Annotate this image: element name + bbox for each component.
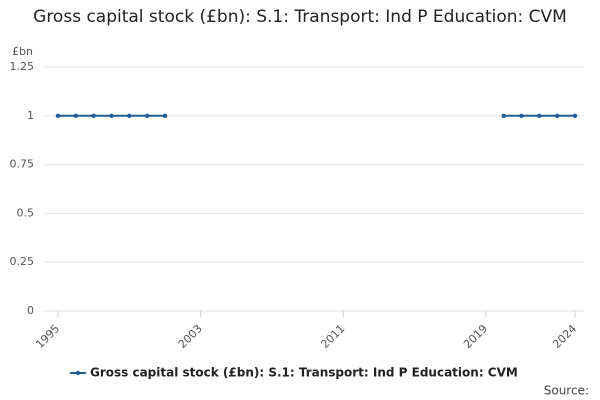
y-tick-label: 0.75 [10, 158, 35, 171]
point [91, 113, 96, 119]
y-tick-label: 0.25 [10, 255, 35, 268]
point [554, 113, 560, 119]
point [144, 113, 150, 119]
legend-label: Gross capital stock (£bn): S.1: Transpor… [90, 366, 518, 380]
y-tick-label: 0 [27, 304, 34, 317]
x-tick-label: 2019 [461, 322, 490, 351]
chart-title: Gross capital stock (£bn): S.1: Transpor… [33, 7, 567, 27]
point [127, 113, 132, 119]
y-tick-label: 1.25 [10, 60, 35, 73]
point [162, 113, 168, 119]
x-tick-label: 1995 [33, 322, 62, 351]
y-tick-label: 0.5 [17, 206, 35, 219]
x-tick-label: 2024 [550, 322, 579, 351]
y-axis-label: £bn [12, 45, 33, 58]
x-tick-label: 2003 [176, 322, 205, 351]
x-tick-label: 2011 [318, 322, 347, 351]
point [537, 113, 542, 119]
legend-marker [75, 370, 81, 376]
point [109, 113, 114, 119]
y-tick-label: 1 [27, 109, 34, 122]
point [501, 113, 506, 119]
point [572, 113, 578, 119]
point [519, 113, 524, 119]
point [73, 113, 79, 119]
point [55, 113, 61, 119]
source-label: Source: [544, 384, 589, 398]
